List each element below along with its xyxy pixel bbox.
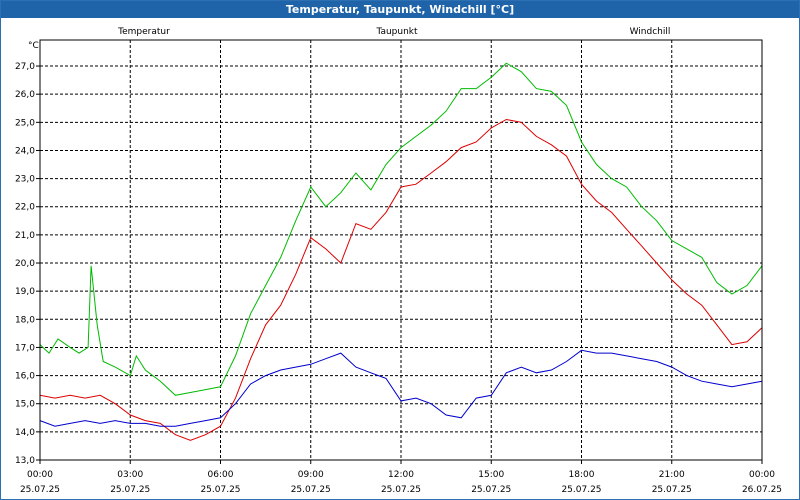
x-tick-time: 15:00: [478, 470, 504, 480]
y-tick-label: 13,0: [15, 456, 35, 466]
x-tick-time: 03:00: [117, 470, 143, 480]
x-tick-date: 25.07.25: [291, 485, 331, 495]
x-tick-time: 00:00: [749, 470, 775, 480]
y-tick-label: 21,0: [15, 231, 35, 241]
y-tick-label: 23,0: [15, 175, 35, 185]
x-tick-time: 09:00: [298, 470, 324, 480]
plot-border: [39, 39, 763, 461]
y-tick-label: 18,0: [15, 315, 35, 325]
y-tick-label: 17,0: [15, 343, 35, 353]
series-lines: [39, 62, 763, 441]
x-tick-time: 00:00: [27, 470, 53, 480]
y-tick-label: 22,0: [15, 203, 35, 213]
legend-windchill: Windchill: [630, 27, 671, 37]
legend-taupunkt: Taupunkt: [375, 27, 418, 37]
x-tick-labels: 00:00 25.07.25 03:00 25.07.25 06:00 25.07.25 0…: [20, 470, 782, 495]
axes: [36, 39, 763, 464]
y-tick-label: 25,0: [15, 118, 35, 128]
y-tick-labels: 13,0 14,0 15,0 16,0 17,0 18,0 19,0 20,0 21,0 22,0…: [15, 62, 35, 466]
series-line-windchill: [39, 62, 763, 396]
x-tick-date: 25.07.25: [20, 485, 60, 495]
x-tick-time: 12:00: [388, 470, 414, 480]
y-tick-label: 20,0: [15, 259, 35, 269]
grid-lines: [40, 40, 762, 460]
y-tick-label: 19,0: [15, 287, 35, 297]
series-line-temperatur: [39, 118, 763, 441]
x-tick-date: 26.07.25: [742, 485, 782, 495]
x-tick-date: 25.07.25: [471, 485, 511, 495]
y-tick-label: 26,0: [15, 90, 35, 100]
legend-temperatur: Temperatur: [117, 27, 170, 37]
legend: Temperatur Taupunkt Windchill: [117, 27, 670, 37]
chart-title: Temperatur, Taupunkt, Windchill [°C]: [1, 1, 799, 18]
y-tick-label: 24,0: [15, 146, 35, 156]
y-tick-label: 14,0: [15, 428, 35, 438]
x-tick-date: 25.07.25: [561, 485, 601, 495]
x-tick-date: 25.07.25: [381, 485, 421, 495]
y-tick-label: 15,0: [15, 400, 35, 410]
x-tick-time: 21:00: [659, 470, 685, 480]
y-tick-label: 16,0: [15, 372, 35, 382]
x-tick-time: 06:00: [208, 470, 234, 480]
x-tick-time: 18:00: [569, 470, 595, 480]
series-line-taupunkt: [39, 349, 763, 427]
x-tick-date: 25.07.25: [110, 485, 150, 495]
y-axis-label: °C: [28, 41, 39, 51]
x-tick-date: 25.07.25: [200, 485, 240, 495]
x-tick-date: 25.07.25: [652, 485, 692, 495]
y-tick-label: 27,0: [15, 62, 35, 72]
